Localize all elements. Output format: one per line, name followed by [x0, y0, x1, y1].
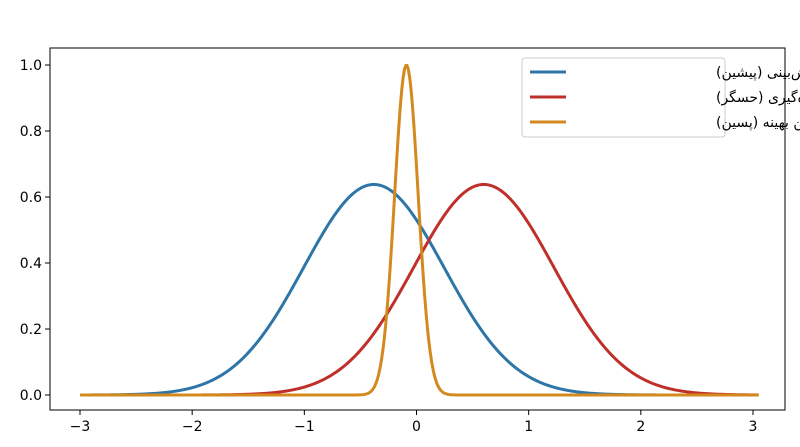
x-tick-label: 2 — [636, 419, 645, 435]
x-tick-label: 0 — [412, 419, 421, 435]
legend: پیش‌بینی (پیشین) اندازه‌گیری (حسگر) تخمی… — [521, 57, 800, 138]
curves — [79, 64, 759, 397]
x-tick-label: −3 — [70, 419, 91, 435]
y-tick-label: 0.0 — [20, 388, 42, 404]
series-line-2 — [79, 64, 759, 397]
x-axis: −3 −2 −1 0 1 2 3 — [70, 410, 758, 435]
y-tick-label: 0.8 — [20, 124, 42, 140]
x-tick-label: 3 — [749, 419, 758, 435]
y-tick-label: 0.6 — [20, 190, 42, 206]
legend-label-sensor: اندازه‌گیری (حسگر) — [716, 89, 800, 106]
legend-label-posterior: تخمین بهینه (پسین) — [716, 115, 800, 131]
legend-box — [521, 57, 726, 138]
legend-label-prior: پیش‌بینی (پیشین) — [716, 65, 800, 81]
x-tick-label: 1 — [524, 419, 533, 435]
x-tick-label: −1 — [294, 419, 315, 435]
y-tick-label: 0.4 — [20, 256, 42, 272]
y-tick-label: 0.2 — [20, 322, 42, 338]
y-axis: 0.0 0.2 0.4 0.6 0.8 1.0 — [20, 58, 50, 404]
plot-frame — [49, 47, 786, 411]
y-tick-label: 1.0 — [20, 58, 42, 74]
x-tick-label: −2 — [182, 419, 203, 435]
